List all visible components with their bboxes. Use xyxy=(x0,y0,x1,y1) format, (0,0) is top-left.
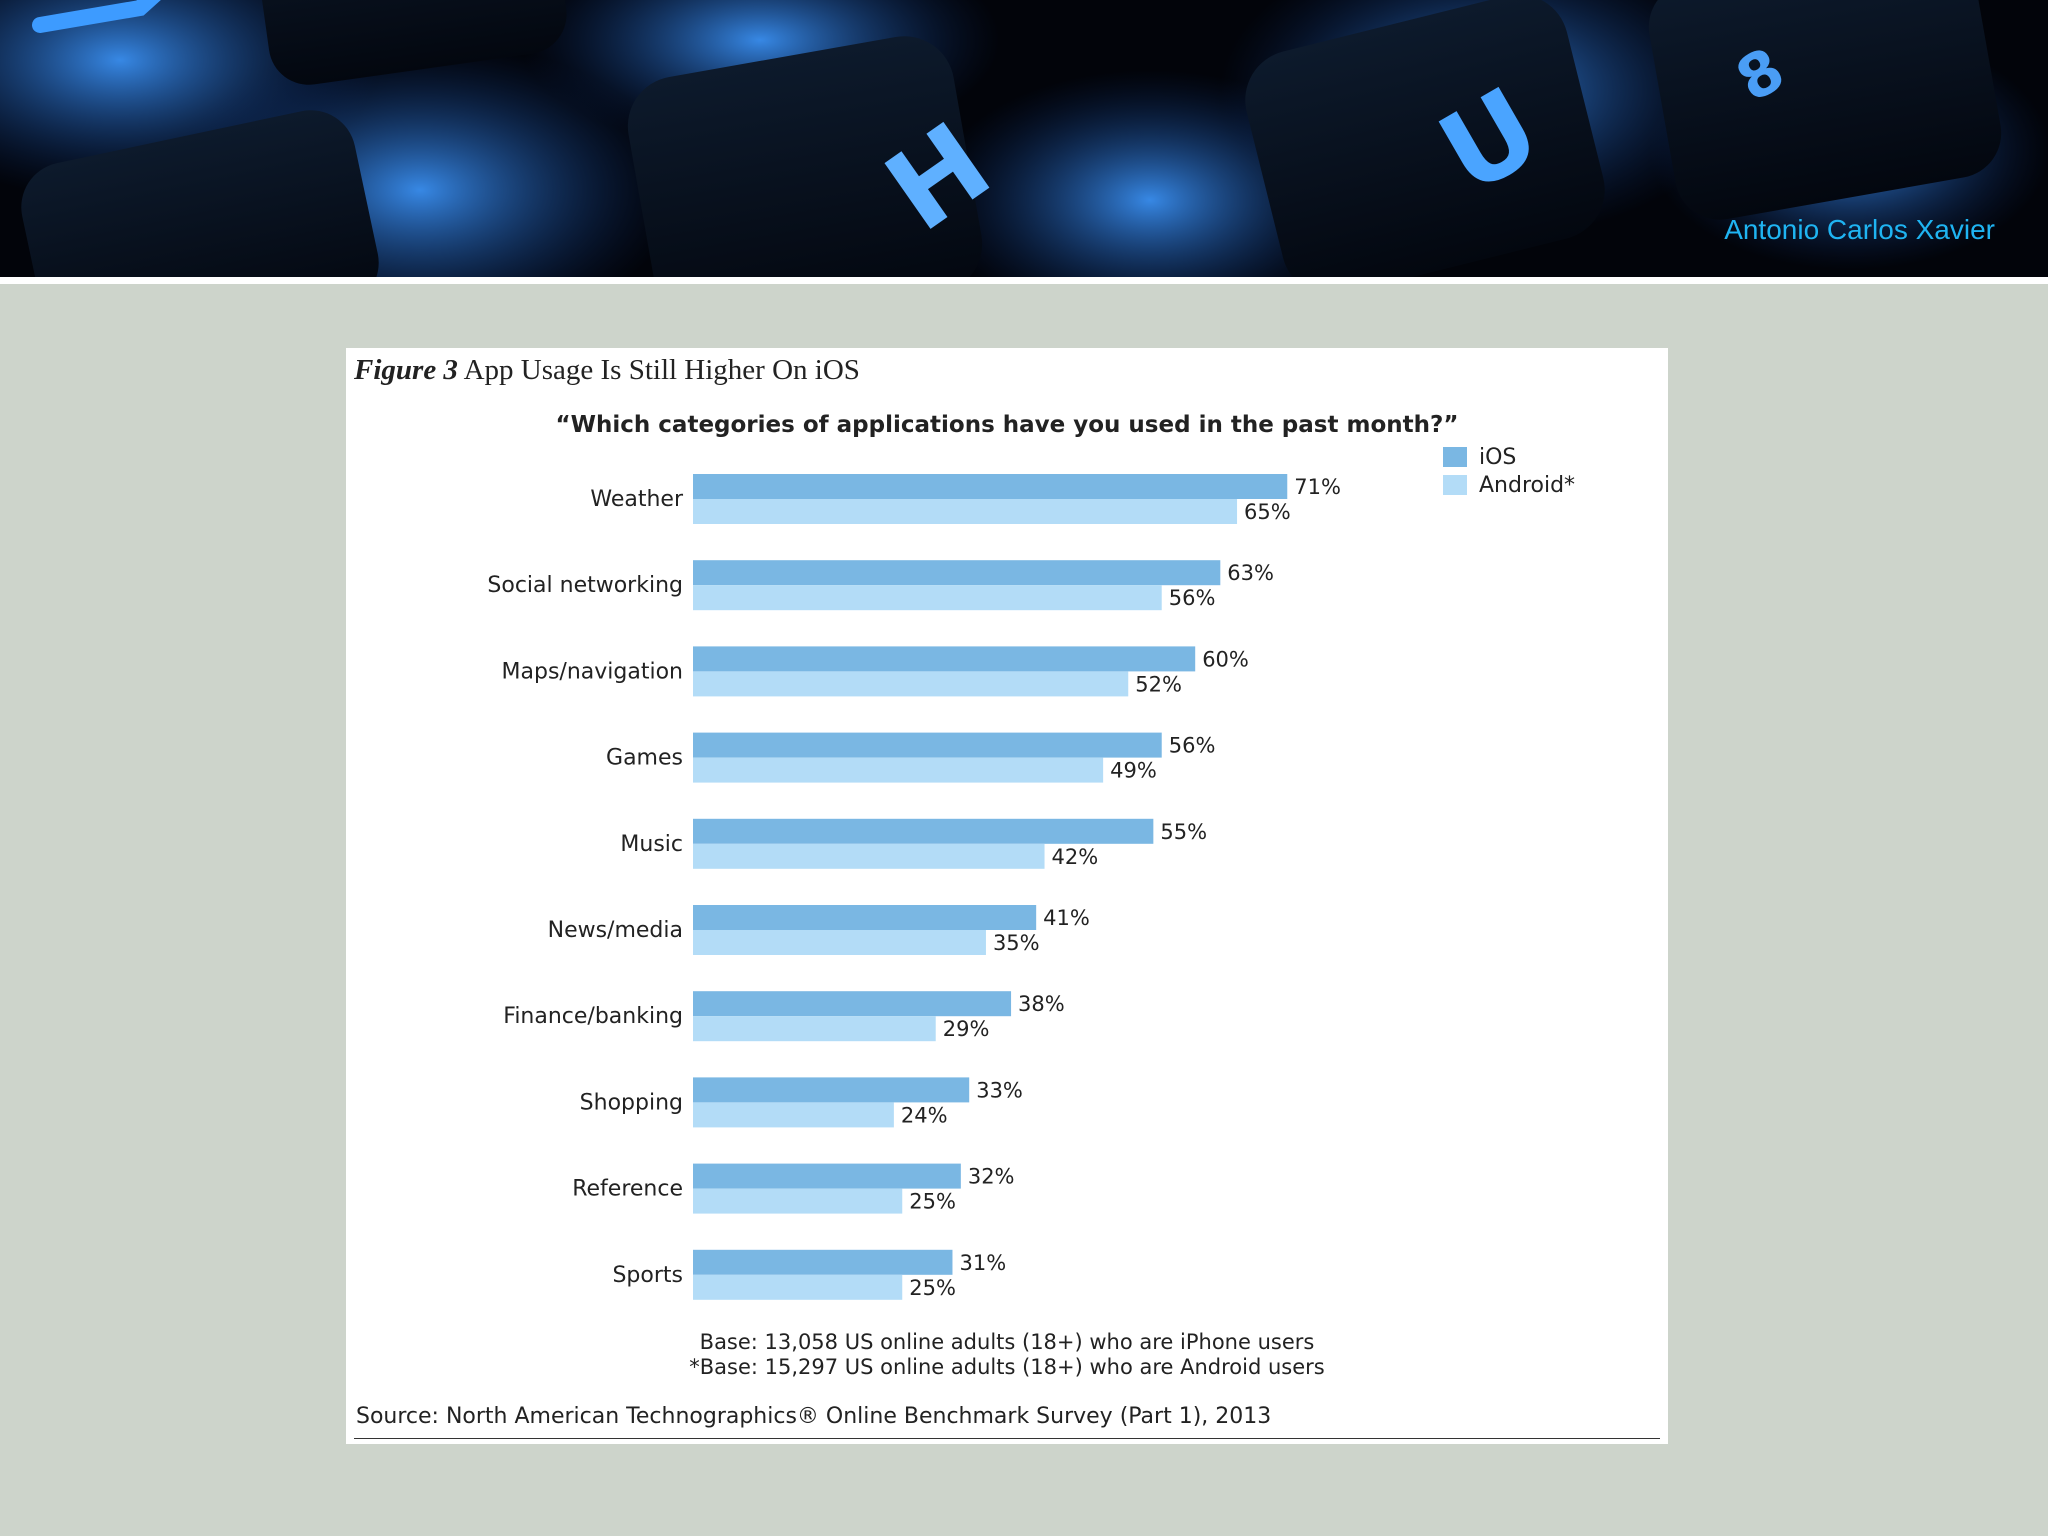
value-label-ios-games: 56% xyxy=(1169,734,1216,758)
figure-card: Figure 3 App Usage Is Still Higher On iO… xyxy=(346,348,1668,1444)
bar-ios-finance-banking xyxy=(693,991,1012,1017)
value-label-ios-finance-banking: 38% xyxy=(1018,992,1065,1016)
base-note-ios: Base: 13,058 US online adults (18+) who … xyxy=(699,1330,1315,1354)
bar-ios-shopping xyxy=(693,1077,970,1103)
legend-item-android: Android* xyxy=(1443,471,1575,499)
value-label-android-maps-navigation: 52% xyxy=(1135,672,1182,696)
bar-android-shopping xyxy=(693,1102,894,1128)
bar-ios-social-networking xyxy=(693,560,1221,586)
value-label-android-social-networking: 56% xyxy=(1169,586,1216,610)
bar-android-weather xyxy=(693,499,1238,524)
bar-android-finance-banking xyxy=(693,1016,936,1042)
bar-android-maps-navigation xyxy=(693,671,1129,697)
category-label-reference: Reference xyxy=(572,1177,683,1202)
legend-swatch-ios xyxy=(1443,447,1467,467)
header-banner: H U 8 Antonio Carlos Xavier xyxy=(0,0,2048,277)
value-label-ios-news-media: 41% xyxy=(1043,906,1090,930)
value-label-android-music: 42% xyxy=(1052,845,1099,869)
category-label-finance-banking: Finance/banking xyxy=(503,1004,683,1029)
category-label-weather: Weather xyxy=(590,487,684,512)
legend-label-ios: iOS xyxy=(1479,444,1517,470)
base-notes: Base: 13,058 US online adults (18+) who … xyxy=(346,1330,1668,1380)
value-label-ios-maps-navigation: 60% xyxy=(1202,647,1249,671)
value-label-android-sports: 25% xyxy=(909,1276,956,1300)
category-label-music: Music xyxy=(620,832,683,857)
value-label-android-reference: 25% xyxy=(909,1190,956,1214)
figure-number: Figure 3 xyxy=(354,354,458,386)
category-label-news-media: News/media xyxy=(548,918,683,943)
category-label-games: Games xyxy=(606,746,683,771)
figure-title: Figure 3 App Usage Is Still Higher On iO… xyxy=(354,354,860,387)
bar-ios-maps-navigation xyxy=(693,646,1196,672)
value-label-android-news-media: 35% xyxy=(993,931,1040,955)
bar-ios-news-media xyxy=(693,905,1037,930)
legend-item-ios: iOS xyxy=(1443,443,1575,471)
value-label-android-games: 49% xyxy=(1110,759,1157,783)
legend-label-android: Android* xyxy=(1479,472,1576,498)
chart-subtitle: “Which categories of applications have y… xyxy=(555,412,1459,438)
value-label-ios-social-networking: 63% xyxy=(1227,561,1274,585)
category-label-sports: Sports xyxy=(612,1263,683,1288)
chart-legend: iOS Android* xyxy=(1443,443,1575,499)
value-label-ios-music: 55% xyxy=(1160,820,1207,844)
figure-title-text: App Usage Is Still Higher On iOS xyxy=(463,354,860,386)
bar-ios-music xyxy=(693,818,1154,844)
bar-android-games xyxy=(693,757,1104,783)
banner-divider xyxy=(0,277,2048,284)
category-label-maps-navigation: Maps/navigation xyxy=(502,659,683,684)
bar-ios-weather xyxy=(693,474,1288,499)
value-label-android-shopping: 24% xyxy=(901,1103,948,1127)
bar-android-reference xyxy=(693,1188,903,1214)
bar-android-sports xyxy=(693,1274,903,1300)
value-label-ios-shopping: 33% xyxy=(976,1078,1023,1102)
source-divider xyxy=(354,1438,1660,1439)
category-label-social-networking: Social networking xyxy=(487,573,683,598)
value-label-android-finance-banking: 29% xyxy=(943,1017,990,1041)
value-label-android-weather: 65% xyxy=(1244,500,1291,524)
author-name: Antonio Carlos Xavier xyxy=(1724,214,1995,245)
bar-chart: Weather 71%65% Social networking 63% 56% Maps… xyxy=(487,474,1341,1300)
value-label-ios-weather: 71% xyxy=(1294,475,1341,499)
keyboard-photo: H U 8 xyxy=(0,0,2048,277)
value-label-ios-sports: 31% xyxy=(959,1251,1006,1275)
bar-ios-games xyxy=(693,732,1162,758)
bar-android-social-networking xyxy=(693,585,1162,611)
legend-swatch-android xyxy=(1443,475,1467,495)
bar-ios-sports xyxy=(693,1249,953,1275)
category-label-shopping: Shopping xyxy=(580,1090,683,1115)
value-label-ios-reference: 32% xyxy=(968,1165,1015,1189)
base-note-android: *Base: 15,297 US online adults (18+) who… xyxy=(689,1355,1325,1379)
bar-ios-reference xyxy=(693,1163,961,1189)
bar-android-music xyxy=(693,843,1045,869)
source-note: Source: North American Technographics® O… xyxy=(356,1404,1272,1429)
bar-android-news-media xyxy=(693,930,986,955)
